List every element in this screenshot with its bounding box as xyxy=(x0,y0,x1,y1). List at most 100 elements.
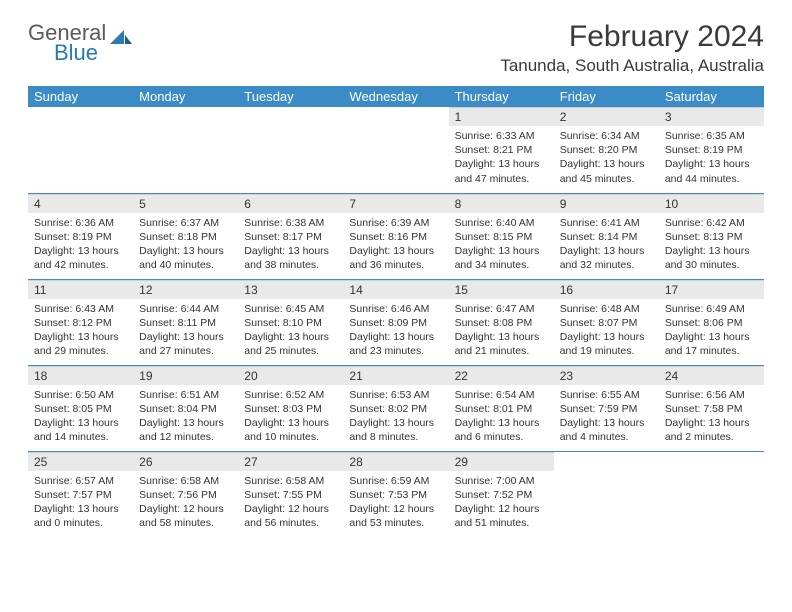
day-detail-line: Sunrise: 6:58 AM xyxy=(139,474,232,488)
day-detail-line: Sunrise: 6:38 AM xyxy=(244,216,337,230)
calendar-cell xyxy=(554,451,659,537)
day-detail-line: Sunrise: 6:54 AM xyxy=(455,388,548,402)
day-details: Sunrise: 6:36 AMSunset: 8:19 PMDaylight:… xyxy=(28,213,133,275)
day-number xyxy=(28,107,133,125)
calendar-cell: 12Sunrise: 6:44 AMSunset: 8:11 PMDayligh… xyxy=(133,279,238,365)
day-detail-line: Sunrise: 6:59 AM xyxy=(349,474,442,488)
day-detail-line: Sunset: 8:18 PM xyxy=(139,230,232,244)
weekday-header-row: SundayMondayTuesdayWednesdayThursdayFrid… xyxy=(28,86,764,107)
day-detail-line: Daylight: 13 hours xyxy=(34,416,127,430)
day-detail-line: Sunset: 8:13 PM xyxy=(665,230,758,244)
day-number: 22 xyxy=(449,366,554,385)
day-number: 23 xyxy=(554,366,659,385)
logo: GeneralBlue xyxy=(28,20,134,66)
day-detail-line: Sunrise: 7:00 AM xyxy=(455,474,548,488)
day-detail-line: and 58 minutes. xyxy=(139,516,232,530)
day-detail-line: Sunrise: 6:40 AM xyxy=(455,216,548,230)
day-detail-line: and 0 minutes. xyxy=(34,516,127,530)
day-details: Sunrise: 6:44 AMSunset: 8:11 PMDaylight:… xyxy=(133,299,238,361)
page-header: GeneralBlue February 2024 Tanunda, South… xyxy=(28,20,764,76)
day-number: 12 xyxy=(133,280,238,299)
day-detail-line: and 47 minutes. xyxy=(455,172,548,186)
day-detail-line: and 53 minutes. xyxy=(349,516,442,530)
day-details: Sunrise: 6:45 AMSunset: 8:10 PMDaylight:… xyxy=(238,299,343,361)
day-number xyxy=(133,107,238,125)
weekday-header: Tuesday xyxy=(238,86,343,107)
calendar-cell: 20Sunrise: 6:52 AMSunset: 8:03 PMDayligh… xyxy=(238,365,343,451)
day-number: 6 xyxy=(238,194,343,213)
day-detail-line: Sunset: 8:08 PM xyxy=(455,316,548,330)
day-details: Sunrise: 6:48 AMSunset: 8:07 PMDaylight:… xyxy=(554,299,659,361)
day-detail-line: and 6 minutes. xyxy=(455,430,548,444)
day-details: Sunrise: 6:43 AMSunset: 8:12 PMDaylight:… xyxy=(28,299,133,361)
day-detail-line: and 36 minutes. xyxy=(349,258,442,272)
day-number: 4 xyxy=(28,194,133,213)
day-detail-line: Sunrise: 6:49 AM xyxy=(665,302,758,316)
day-details: Sunrise: 6:50 AMSunset: 8:05 PMDaylight:… xyxy=(28,385,133,447)
day-detail-line: Sunrise: 6:41 AM xyxy=(560,216,653,230)
day-detail-line: Daylight: 13 hours xyxy=(34,502,127,516)
calendar-cell: 3Sunrise: 6:35 AMSunset: 8:19 PMDaylight… xyxy=(659,107,764,193)
day-number: 13 xyxy=(238,280,343,299)
day-details: Sunrise: 6:58 AMSunset: 7:55 PMDaylight:… xyxy=(238,471,343,533)
title-block: February 2024 Tanunda, South Australia, … xyxy=(500,20,764,76)
day-number: 21 xyxy=(343,366,448,385)
day-detail-line: Daylight: 13 hours xyxy=(455,157,548,171)
day-detail-line: and 51 minutes. xyxy=(455,516,548,530)
day-detail-line: and 21 minutes. xyxy=(455,344,548,358)
location-label: Tanunda, South Australia, Australia xyxy=(500,56,764,76)
day-details: Sunrise: 6:37 AMSunset: 8:18 PMDaylight:… xyxy=(133,213,238,275)
day-detail-line: and 27 minutes. xyxy=(139,344,232,358)
day-detail-line: Daylight: 13 hours xyxy=(665,244,758,258)
calendar-cell: 5Sunrise: 6:37 AMSunset: 8:18 PMDaylight… xyxy=(133,193,238,279)
day-number xyxy=(659,452,764,470)
day-details: Sunrise: 6:39 AMSunset: 8:16 PMDaylight:… xyxy=(343,213,448,275)
day-detail-line: Sunrise: 6:50 AM xyxy=(34,388,127,402)
day-detail-line: and 32 minutes. xyxy=(560,258,653,272)
day-detail-line: Sunrise: 6:52 AM xyxy=(244,388,337,402)
day-detail-line: Sunset: 7:56 PM xyxy=(139,488,232,502)
day-detail-line: and 19 minutes. xyxy=(560,344,653,358)
day-details: Sunrise: 6:40 AMSunset: 8:15 PMDaylight:… xyxy=(449,213,554,275)
day-details: Sunrise: 6:35 AMSunset: 8:19 PMDaylight:… xyxy=(659,126,764,188)
calendar-week-row: 4Sunrise: 6:36 AMSunset: 8:19 PMDaylight… xyxy=(28,193,764,279)
day-detail-line: and 4 minutes. xyxy=(560,430,653,444)
day-details: Sunrise: 6:53 AMSunset: 8:02 PMDaylight:… xyxy=(343,385,448,447)
day-number: 9 xyxy=(554,194,659,213)
calendar-cell: 22Sunrise: 6:54 AMSunset: 8:01 PMDayligh… xyxy=(449,365,554,451)
day-detail-line: Sunrise: 6:34 AM xyxy=(560,129,653,143)
day-detail-line: Sunrise: 6:53 AM xyxy=(349,388,442,402)
weekday-header: Saturday xyxy=(659,86,764,107)
day-detail-line: Daylight: 13 hours xyxy=(139,416,232,430)
day-number: 24 xyxy=(659,366,764,385)
day-detail-line: Daylight: 13 hours xyxy=(455,244,548,258)
day-detail-line: Daylight: 13 hours xyxy=(665,330,758,344)
day-details xyxy=(133,125,238,130)
day-details xyxy=(238,125,343,130)
day-detail-line: Daylight: 12 hours xyxy=(139,502,232,516)
day-detail-line: Sunset: 8:11 PM xyxy=(139,316,232,330)
day-detail-line: Sunset: 8:15 PM xyxy=(455,230,548,244)
calendar-cell: 4Sunrise: 6:36 AMSunset: 8:19 PMDaylight… xyxy=(28,193,133,279)
day-detail-line: Sunrise: 6:56 AM xyxy=(665,388,758,402)
calendar-cell: 1Sunrise: 6:33 AMSunset: 8:21 PMDaylight… xyxy=(449,107,554,193)
weekday-header: Friday xyxy=(554,86,659,107)
day-detail-line: Sunset: 8:07 PM xyxy=(560,316,653,330)
day-number: 15 xyxy=(449,280,554,299)
day-detail-line: Sunset: 8:10 PM xyxy=(244,316,337,330)
day-number: 29 xyxy=(449,452,554,471)
day-detail-line: Sunrise: 6:43 AM xyxy=(34,302,127,316)
day-detail-line: Sunrise: 6:37 AM xyxy=(139,216,232,230)
day-number: 18 xyxy=(28,366,133,385)
day-detail-line: Sunrise: 6:35 AM xyxy=(665,129,758,143)
day-number: 26 xyxy=(133,452,238,471)
day-detail-line: Sunset: 8:09 PM xyxy=(349,316,442,330)
day-detail-line: Sunrise: 6:47 AM xyxy=(455,302,548,316)
day-detail-line: Sunset: 8:21 PM xyxy=(455,143,548,157)
day-details: Sunrise: 6:56 AMSunset: 7:58 PMDaylight:… xyxy=(659,385,764,447)
day-detail-line: Sunrise: 6:44 AM xyxy=(139,302,232,316)
day-detail-line: Daylight: 13 hours xyxy=(244,416,337,430)
day-number: 10 xyxy=(659,194,764,213)
calendar-cell: 17Sunrise: 6:49 AMSunset: 8:06 PMDayligh… xyxy=(659,279,764,365)
calendar-week-row: 11Sunrise: 6:43 AMSunset: 8:12 PMDayligh… xyxy=(28,279,764,365)
